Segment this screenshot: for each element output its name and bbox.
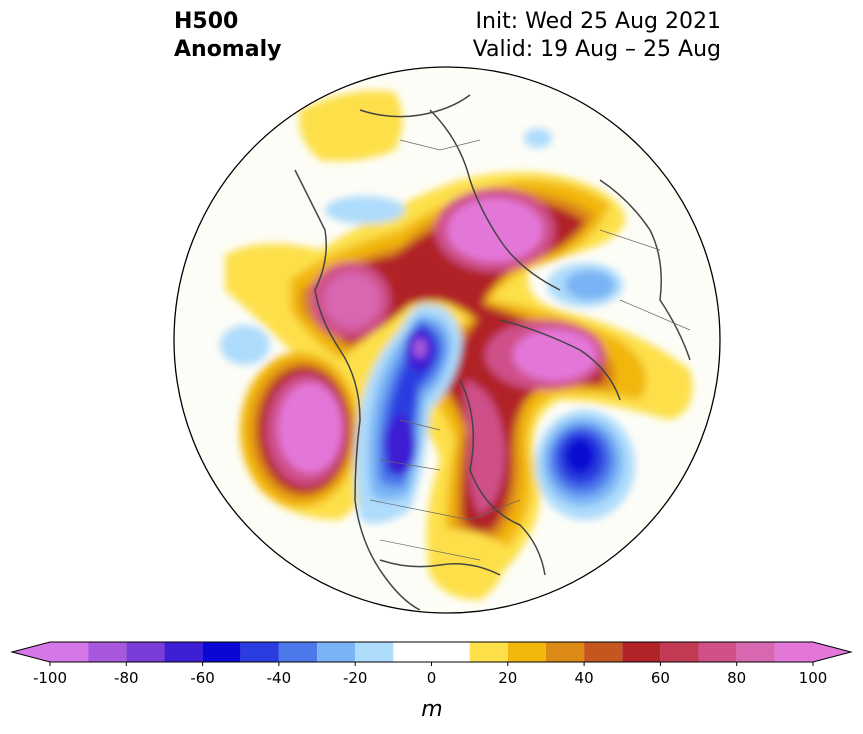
colorbar-swatch: [202, 642, 241, 662]
colorbar-tick-label: 100: [799, 669, 828, 687]
date-title-block: Init: Wed 25 Aug 2021 Valid: 19 Aug – 25…: [473, 8, 721, 64]
map-svg: [173, 66, 721, 614]
colorbar: -100 -80 -60 -40 -20 0 20 40 60 80 100 m: [0, 630, 863, 730]
colorbar-swatch: [507, 642, 546, 662]
borders: [369, 139, 691, 561]
colorbar-swatch: [660, 642, 699, 662]
polar-map: [173, 66, 721, 614]
colorbar-swatch: [545, 642, 585, 662]
colorbar-swatch: [50, 642, 89, 662]
valid-range: Valid: 19 Aug – 25 Aug: [472, 37, 721, 62]
anomaly-field: [174, 67, 720, 613]
colorbar-unit-label: m: [421, 697, 442, 722]
colorbar-swatch: [774, 642, 813, 662]
colorbar-tick-label: -60: [190, 669, 215, 687]
colorbar-tick-label: 40: [575, 669, 594, 687]
colorbar-extend-high: [813, 642, 851, 662]
map-boundary: [173, 66, 721, 614]
colorbar-swatch: [622, 642, 661, 662]
field-subtitle: Anomaly: [174, 37, 282, 62]
colorbar-swatch: [355, 642, 394, 662]
colorbar-tick-label: 0: [427, 669, 437, 687]
colorbar-swatch: [278, 642, 318, 662]
colorbar-tick-label: 80: [727, 669, 746, 687]
colorbar-extend-low: [12, 642, 50, 662]
colorbar-swatch: [584, 642, 623, 662]
colorbar-tick-label: -100: [33, 669, 67, 687]
colorbar-tick-label: 60: [651, 669, 670, 687]
colorbar-svg: -100 -80 -60 -40 -20 0 20 40 60 80 100 m: [10, 641, 853, 722]
colorbar-swatch: [126, 642, 165, 662]
field-title-block: H500 Anomaly: [174, 8, 281, 64]
colorbar-swatch: [393, 642, 470, 662]
colorbar-swatch: [88, 642, 127, 662]
field-title: H500: [174, 9, 239, 34]
colorbar-swatch: [698, 642, 737, 662]
init-date: Init: Wed 25 Aug 2021: [475, 9, 721, 34]
colorbar-swatch: [240, 642, 279, 662]
colorbar-swatch: [736, 642, 775, 662]
coastlines: [294, 94, 691, 611]
colorbar-tick-label: -20: [343, 669, 368, 687]
colorbar-tick-label: -40: [267, 669, 292, 687]
colorbar-tick-label: 20: [498, 669, 517, 687]
colorbar-swatch: [317, 642, 356, 662]
colorbar-swatch: [469, 642, 508, 662]
colorbar-swatch: [164, 642, 203, 662]
colorbar-tick-label: -80: [114, 669, 139, 687]
